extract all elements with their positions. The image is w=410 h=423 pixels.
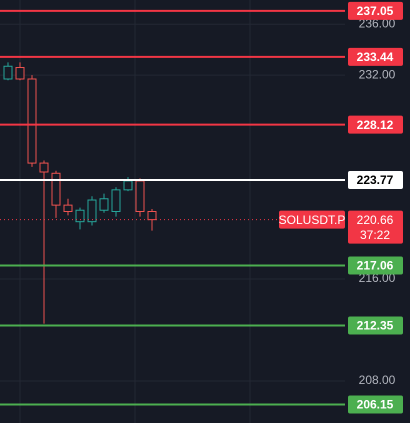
level-label-box xyxy=(348,171,403,190)
candle-body xyxy=(3,65,13,80)
candle-body xyxy=(99,198,109,211)
y-tick-label: 208.00 xyxy=(359,373,396,387)
candle-body xyxy=(75,209,85,223)
candle-body xyxy=(27,78,37,164)
y-tick-label: 216.00 xyxy=(359,271,396,285)
level-label: 233.44 xyxy=(357,50,394,64)
level-label-box xyxy=(348,1,403,20)
level-label-box xyxy=(348,316,403,335)
countdown-label: 37:22 xyxy=(360,228,390,242)
level-label: 237.05 xyxy=(357,4,394,18)
level-label: 212.35 xyxy=(357,319,394,333)
candle-body xyxy=(51,172,61,206)
symbol-box xyxy=(279,210,345,229)
level-label-box xyxy=(348,115,403,134)
level-label: 223.77 xyxy=(357,173,394,187)
candle-body xyxy=(63,204,73,212)
y-tick-label: 236.00 xyxy=(359,16,396,30)
level-label: 228.12 xyxy=(357,118,394,132)
candle-body xyxy=(123,180,133,191)
level-label: 217.06 xyxy=(357,259,394,273)
candle-body xyxy=(147,211,157,221)
symbol-label: SOLUSDT.P xyxy=(279,213,346,227)
candle-body xyxy=(87,199,97,223)
level-label-box xyxy=(348,47,403,66)
price-box xyxy=(348,210,403,244)
y-tick-label: 232.00 xyxy=(359,67,396,81)
candle-body xyxy=(39,162,49,173)
level-label-box xyxy=(348,256,403,275)
level-label: 206.15 xyxy=(357,398,394,412)
candle-body xyxy=(15,67,25,80)
level-label-box xyxy=(348,395,403,414)
candle-body xyxy=(111,189,121,213)
price-label: 220.66 xyxy=(357,213,394,227)
candle-body xyxy=(135,180,145,213)
